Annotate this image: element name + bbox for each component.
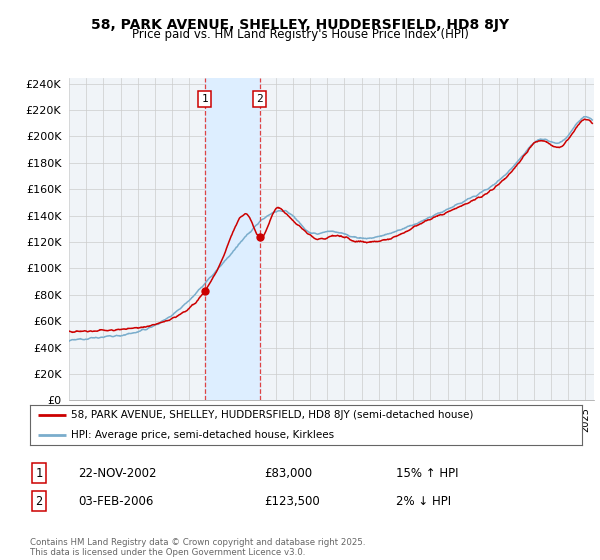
Text: 58, PARK AVENUE, SHELLEY, HUDDERSFIELD, HD8 8JY (semi-detached house): 58, PARK AVENUE, SHELLEY, HUDDERSFIELD, … xyxy=(71,410,474,420)
Text: 1: 1 xyxy=(35,466,43,480)
Text: 2: 2 xyxy=(256,94,263,104)
Text: 22-NOV-2002: 22-NOV-2002 xyxy=(78,466,157,480)
Text: 1: 1 xyxy=(202,94,208,104)
Text: £123,500: £123,500 xyxy=(264,494,320,508)
Text: 2% ↓ HPI: 2% ↓ HPI xyxy=(396,494,451,508)
Text: 2: 2 xyxy=(35,494,43,508)
Text: HPI: Average price, semi-detached house, Kirklees: HPI: Average price, semi-detached house,… xyxy=(71,430,335,440)
Text: 03-FEB-2006: 03-FEB-2006 xyxy=(78,494,154,508)
Text: 58, PARK AVENUE, SHELLEY, HUDDERSFIELD, HD8 8JY: 58, PARK AVENUE, SHELLEY, HUDDERSFIELD, … xyxy=(91,18,509,32)
Text: 15% ↑ HPI: 15% ↑ HPI xyxy=(396,466,458,480)
Text: Contains HM Land Registry data © Crown copyright and database right 2025.
This d: Contains HM Land Registry data © Crown c… xyxy=(30,538,365,557)
Text: £83,000: £83,000 xyxy=(264,466,312,480)
Text: Price paid vs. HM Land Registry's House Price Index (HPI): Price paid vs. HM Land Registry's House … xyxy=(131,28,469,41)
Bar xyxy=(205,78,260,400)
